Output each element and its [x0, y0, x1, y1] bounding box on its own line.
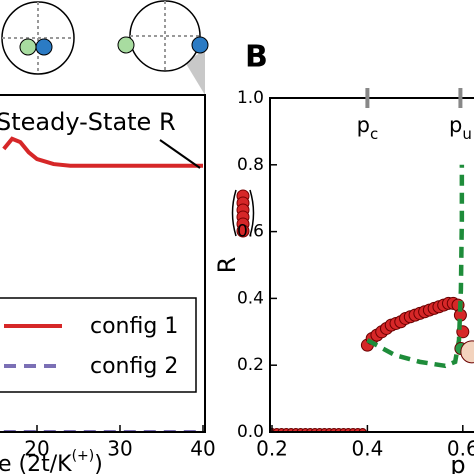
series-line [2, 136, 203, 168]
x-axis-label-part: ) [94, 452, 103, 474]
x-axis-label-part: (+) [72, 448, 95, 464]
plot-area [2, 136, 203, 432]
r-marker-icon [231, 189, 255, 238]
x-tick-label: 0.2 [256, 437, 288, 461]
x-tick-label: 40 [190, 437, 215, 461]
x-tick-label: 0.4 [351, 437, 383, 461]
x-tick-label: 20 [24, 437, 49, 461]
top-tick-label: pu [449, 113, 472, 143]
y-tick-label: 0.8 [237, 155, 264, 175]
series-line [366, 164, 465, 369]
top-tick-label-sub: u [462, 125, 472, 143]
axes-frame [0, 94, 206, 433]
config-icons [1, 0, 209, 95]
annotation: Steady-State R [0, 108, 176, 136]
y-tick-label: 1.0 [237, 88, 264, 108]
top-tick-label: pc [357, 113, 379, 143]
legend-box [0, 297, 197, 393]
top-tick-label-main: p [449, 113, 462, 137]
data-point [460, 340, 474, 364]
y-tick-label: 0.6 [237, 222, 264, 242]
annotation-pointer [159, 139, 201, 169]
y-tick-label: 0.4 [237, 288, 264, 308]
x-tick-label: 30 [107, 437, 132, 461]
x-axis-label: e (2t/K(+)) [0, 448, 103, 474]
y-tick-label: 0.0 [237, 422, 264, 442]
panel-label: B [245, 40, 268, 75]
y-tick-label: 0.2 [237, 355, 264, 375]
x-axis-label: p [450, 451, 465, 474]
legend-label: config 2 [90, 354, 178, 379]
x-axis-label-part: e (2t/K [0, 452, 72, 474]
x-tick-label: 0.6 [447, 437, 474, 461]
top-tick-label-sub: c [370, 125, 378, 143]
legend-label: config 1 [90, 314, 178, 339]
axes-frame [269, 97, 474, 433]
y-axis-label: R [213, 257, 241, 274]
plot-area [270, 164, 474, 432]
top-tick-label-main: p [357, 113, 370, 137]
